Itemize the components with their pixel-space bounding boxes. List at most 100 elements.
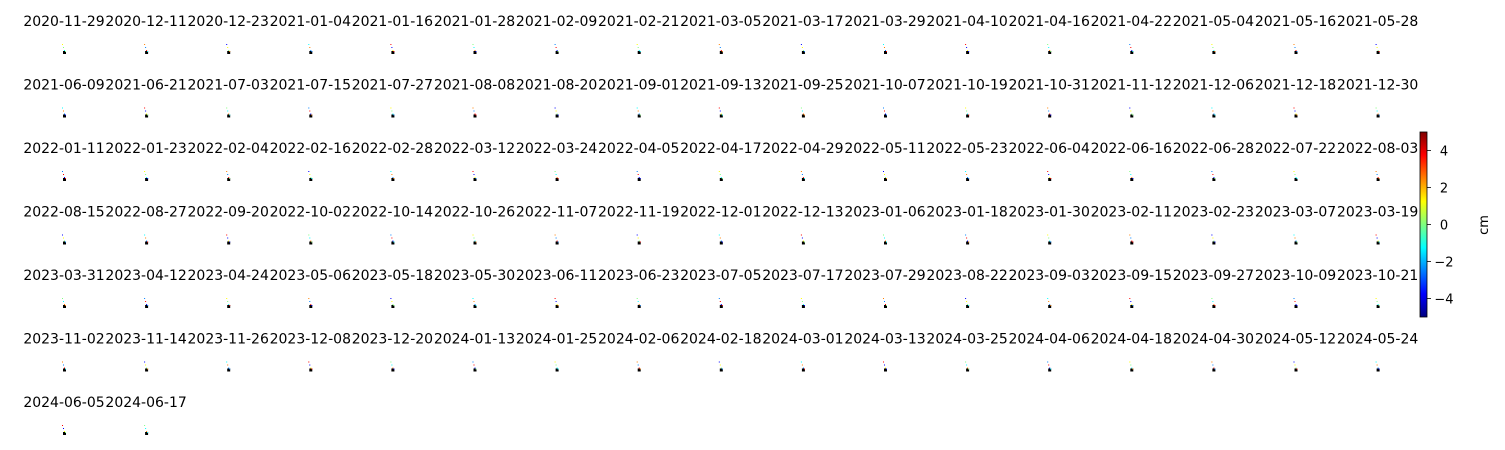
data-point — [475, 368, 477, 370]
data-point — [229, 178, 231, 179]
data-point — [636, 361, 638, 363]
reference-point — [801, 368, 805, 372]
reference-point — [719, 178, 723, 181]
panel: 2021-07-15 — [270, 78, 351, 118]
data-point — [1375, 361, 1377, 363]
data-point — [1048, 110, 1050, 112]
data-point — [1293, 361, 1295, 363]
panel: 2023-08-22 — [926, 268, 1008, 308]
panel: 2021-03-17 — [762, 14, 844, 54]
data-point — [1376, 301, 1378, 302]
data-point — [390, 171, 392, 172]
data-point — [1131, 240, 1133, 242]
data-point — [146, 50, 148, 51]
colorbar-label: cm — [1477, 215, 1492, 235]
data-point — [63, 110, 64, 112]
panel: 2020-12-11 — [105, 14, 187, 54]
panel: 2024-06-17 — [105, 395, 187, 435]
data-point — [228, 367, 230, 369]
panel: 2021-01-04 — [270, 14, 351, 54]
panel-date-title: 2021-02-09 — [516, 14, 597, 30]
panel: 2024-03-01 — [762, 332, 844, 372]
data-point — [1376, 237, 1378, 239]
data-point — [803, 305, 805, 306]
data-point — [391, 110, 393, 112]
data-point — [62, 298, 63, 299]
data-point — [391, 301, 393, 302]
reference-point — [1212, 178, 1216, 181]
data-point — [146, 304, 148, 305]
reference-point — [63, 114, 66, 118]
data-point — [557, 51, 559, 52]
data-point — [145, 47, 147, 48]
data-point — [1213, 304, 1215, 305]
data-point — [473, 301, 475, 302]
data-point — [144, 107, 146, 109]
reference-point — [473, 178, 477, 181]
data-point — [802, 177, 804, 178]
data-point — [801, 47, 803, 48]
data-point — [63, 174, 64, 175]
panel: 2021-08-20 — [516, 78, 597, 118]
reference-point — [145, 51, 149, 54]
data-point — [1048, 301, 1050, 302]
panel-date-title: 2024-03-01 — [762, 332, 843, 348]
reference-point — [1130, 368, 1134, 372]
panel: 2022-08-15 — [23, 205, 105, 245]
data-point — [637, 47, 639, 48]
panel: 2023-06-11 — [516, 268, 597, 308]
data-point — [802, 304, 804, 305]
panel: 2021-07-03 — [188, 78, 269, 118]
data-point — [1212, 47, 1214, 48]
data-point — [229, 51, 231, 52]
data-point — [64, 177, 65, 178]
data-point — [310, 113, 312, 115]
panel-date-title: 2021-12-18 — [1255, 78, 1336, 94]
data-point — [800, 234, 802, 236]
panel: 2023-04-24 — [188, 268, 269, 308]
panel: 2023-12-20 — [352, 332, 433, 372]
panel-date-title: 2023-12-20 — [352, 332, 433, 348]
data-point — [1050, 241, 1052, 243]
data-point — [1131, 50, 1133, 51]
panel-date-title: 2023-05-06 — [270, 268, 351, 284]
reference-point — [63, 51, 66, 54]
panel-date-title: 2022-07-22 — [1255, 141, 1336, 157]
panel: 2021-10-31 — [1009, 78, 1090, 118]
data-point — [475, 178, 477, 179]
data-point — [1130, 110, 1132, 112]
data-point — [1129, 44, 1131, 45]
reference-point — [309, 241, 313, 245]
data-point — [145, 428, 147, 429]
panel: 2022-07-22 — [1255, 141, 1336, 181]
reference-point — [637, 305, 641, 308]
data-point — [720, 240, 722, 242]
panel-date-title: 2021-01-28 — [434, 14, 515, 30]
panel: 2021-09-13 — [680, 78, 761, 118]
panel-date-title: 2024-03-25 — [926, 332, 1007, 348]
panel: 2021-08-08 — [434, 78, 515, 118]
data-point — [1296, 178, 1298, 179]
panel: 2022-03-24 — [516, 141, 597, 181]
panel-date-title: 2020-11-29 — [23, 14, 104, 30]
data-point — [1131, 113, 1133, 115]
data-point — [557, 368, 559, 370]
data-point — [556, 304, 558, 305]
panel-date-title: 2023-07-29 — [844, 268, 925, 284]
panel-date-title: 2022-06-28 — [1173, 141, 1254, 157]
panel-date-title: 2022-08-03 — [1337, 141, 1418, 157]
data-point — [1378, 114, 1380, 116]
data-point — [800, 44, 802, 45]
data-point — [1293, 107, 1295, 109]
panel-date-title: 2021-01-16 — [352, 14, 433, 30]
data-point — [229, 114, 231, 116]
reference-point — [966, 305, 970, 308]
panel: 2022-05-11 — [844, 141, 926, 181]
reference-point — [227, 368, 231, 372]
colorbar-tick-label: 4 — [1440, 145, 1448, 160]
data-point — [885, 177, 886, 178]
data-point — [144, 44, 146, 45]
reference-point — [1294, 51, 1298, 54]
reference-point — [1048, 368, 1052, 372]
data-point — [65, 241, 66, 243]
